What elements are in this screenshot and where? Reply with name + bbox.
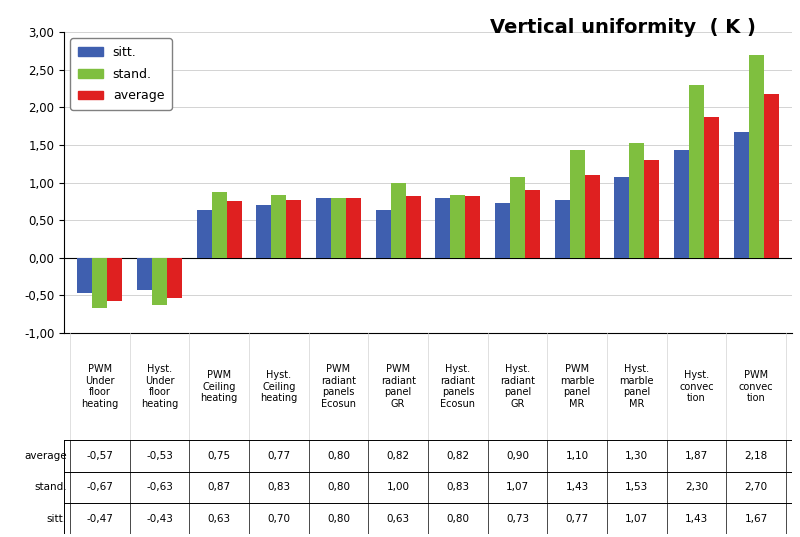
Bar: [406, 196, 421, 258]
Text: -0,57: -0,57: [86, 451, 114, 461]
Bar: [674, 150, 689, 258]
Text: PWM
Ceiling
heating: PWM Ceiling heating: [201, 370, 238, 403]
Text: -0,67: -0,67: [86, 482, 114, 492]
Text: 2,18: 2,18: [745, 451, 768, 461]
Legend: sitt., stand., average: sitt., stand., average: [70, 39, 172, 110]
Bar: [749, 55, 764, 258]
Text: 1,00: 1,00: [386, 482, 410, 492]
Text: 0,80: 0,80: [327, 514, 350, 524]
Text: 0,83: 0,83: [267, 482, 290, 492]
Bar: [525, 190, 540, 258]
Bar: [734, 132, 749, 258]
Text: 0,80: 0,80: [327, 451, 350, 461]
Bar: [689, 85, 704, 258]
Bar: [107, 258, 122, 301]
Text: 1,07: 1,07: [626, 514, 649, 524]
Text: PWM
radiant
panel
GR: PWM radiant panel GR: [381, 364, 416, 409]
Text: 1,43: 1,43: [685, 514, 708, 524]
Bar: [137, 258, 152, 290]
Text: 1,07: 1,07: [506, 482, 529, 492]
Text: 0,75: 0,75: [207, 451, 230, 461]
Bar: [346, 198, 361, 258]
Text: 1,53: 1,53: [626, 482, 649, 492]
Text: 2,70: 2,70: [745, 482, 768, 492]
Bar: [212, 192, 226, 258]
Text: -0,47: -0,47: [86, 514, 114, 524]
Bar: [376, 211, 390, 258]
Text: Hyst.
marble
panel
MR: Hyst. marble panel MR: [620, 364, 654, 409]
Bar: [78, 258, 92, 293]
Text: 0,77: 0,77: [267, 451, 290, 461]
Text: PWM
convec
tion: PWM convec tion: [739, 370, 774, 403]
Bar: [226, 201, 242, 258]
Text: PWM
Under
floor
heating: PWM Under floor heating: [81, 364, 118, 409]
Text: 0,87: 0,87: [207, 482, 230, 492]
Text: 1,43: 1,43: [566, 482, 589, 492]
Text: 0,82: 0,82: [386, 451, 410, 461]
Text: 0,63: 0,63: [386, 514, 410, 524]
Text: sitt.: sitt.: [47, 514, 67, 524]
Text: 0,80: 0,80: [446, 514, 470, 524]
Text: 2,30: 2,30: [685, 482, 708, 492]
Bar: [390, 183, 406, 258]
Bar: [167, 258, 182, 297]
Bar: [630, 143, 644, 258]
Text: Hyst.
convec
tion: Hyst. convec tion: [679, 370, 714, 403]
Bar: [271, 195, 286, 258]
Bar: [286, 200, 301, 258]
Text: average: average: [24, 451, 67, 461]
Bar: [316, 198, 331, 258]
Text: Hyst.
Ceiling
heating: Hyst. Ceiling heating: [260, 370, 298, 403]
Bar: [197, 211, 212, 258]
Bar: [257, 205, 271, 258]
Text: -0,63: -0,63: [146, 482, 173, 492]
Bar: [644, 160, 659, 258]
Bar: [614, 177, 630, 258]
Text: 0,63: 0,63: [207, 514, 230, 524]
Bar: [495, 203, 510, 258]
Text: 0,90: 0,90: [506, 451, 529, 461]
Bar: [152, 258, 167, 305]
Text: 0,77: 0,77: [566, 514, 589, 524]
Bar: [585, 175, 599, 258]
Bar: [331, 198, 346, 258]
Text: 0,70: 0,70: [267, 514, 290, 524]
Text: PWM
marble
panel
MR: PWM marble panel MR: [560, 364, 594, 409]
Text: Hyst.
Under
floor
heating: Hyst. Under floor heating: [141, 364, 178, 409]
Text: 1,10: 1,10: [566, 451, 589, 461]
Bar: [570, 150, 585, 258]
Bar: [450, 195, 466, 258]
Bar: [764, 94, 778, 258]
Bar: [555, 200, 570, 258]
Text: 0,73: 0,73: [506, 514, 529, 524]
Bar: [466, 196, 480, 258]
Bar: [435, 198, 450, 258]
Bar: [92, 258, 107, 308]
Text: Hyst.
radiant
panel
GR: Hyst. radiant panel GR: [500, 364, 535, 409]
Text: 1,87: 1,87: [685, 451, 708, 461]
Text: 0,83: 0,83: [446, 482, 470, 492]
Text: -0,53: -0,53: [146, 451, 173, 461]
Bar: [704, 117, 719, 258]
Text: -0,43: -0,43: [146, 514, 173, 524]
Text: 0,80: 0,80: [327, 482, 350, 492]
Text: stand.: stand.: [34, 482, 67, 492]
Text: 1,67: 1,67: [745, 514, 768, 524]
Text: PWM
radiant
panels
Ecosun: PWM radiant panels Ecosun: [321, 364, 356, 409]
Bar: [510, 177, 525, 258]
Text: 0,82: 0,82: [446, 451, 470, 461]
Text: Vertical uniformity  ( K ): Vertical uniformity ( K ): [490, 18, 755, 37]
Text: Hyst.
radiant
panels
Ecosun: Hyst. radiant panels Ecosun: [440, 364, 475, 409]
Text: 1,30: 1,30: [626, 451, 649, 461]
